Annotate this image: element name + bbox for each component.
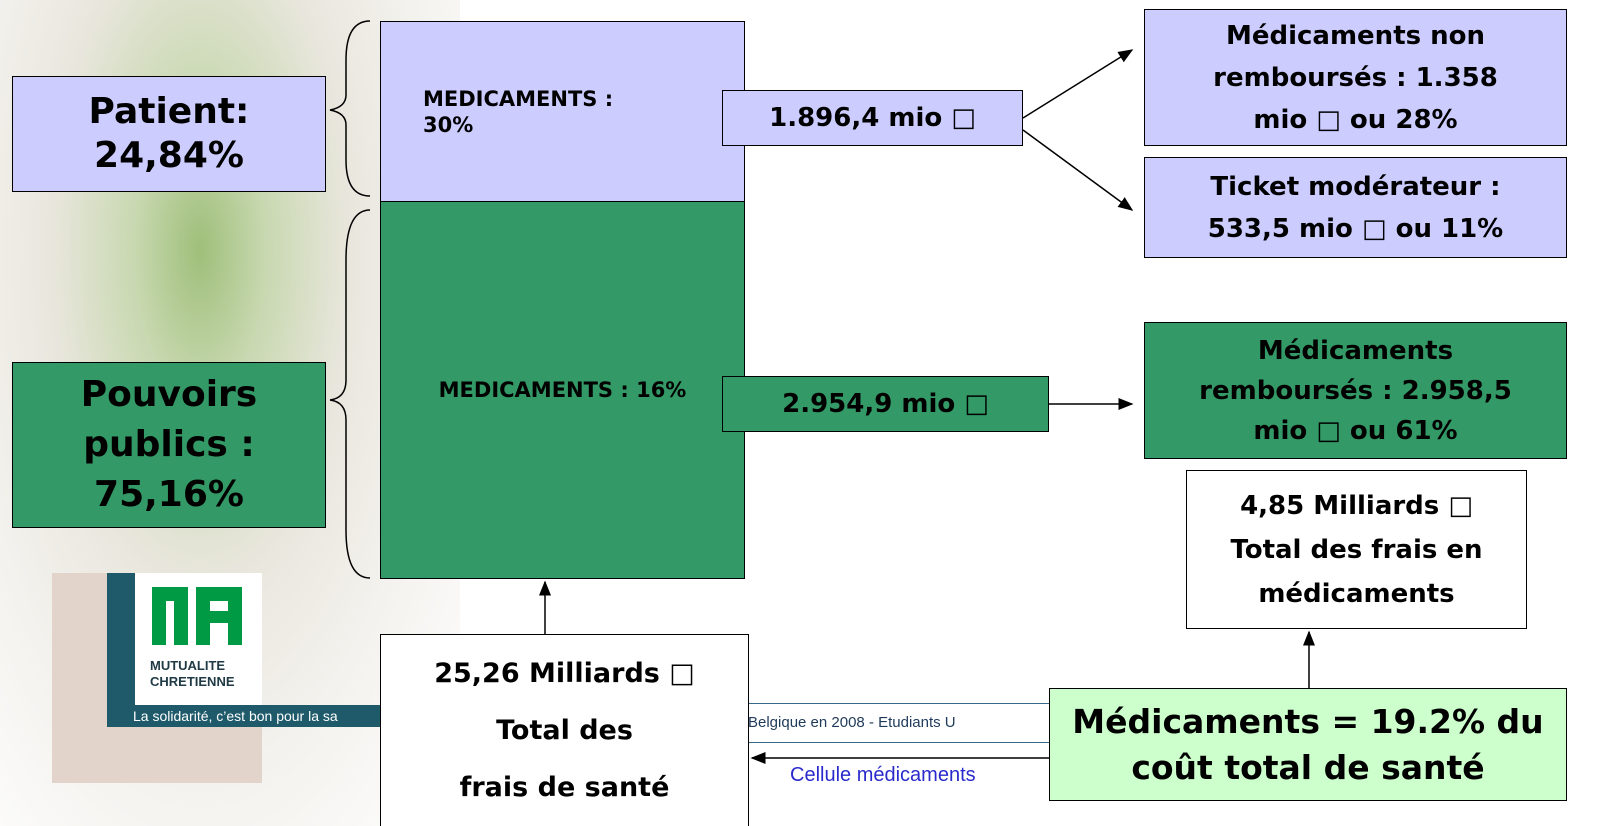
arrow (1022, 49, 1134, 119)
footer-band: Belgique en 2008 - Etudiants U (748, 703, 1049, 743)
text-line: Total des (496, 715, 633, 746)
logo-symbol (152, 587, 242, 645)
text-line: CHRETIENNE (150, 674, 235, 689)
text-line: Pouvoirs (80, 374, 258, 415)
reimbursed-box: Médicaments remboursés : 2.958,5 mio □ ou … (1144, 322, 1567, 459)
total-health-box: 25,26 Milliards □ Total des frais de santé (380, 634, 749, 826)
text-line: 1.896,4 mio □ (769, 103, 976, 133)
text-line: mio □ ou 61% (1253, 415, 1458, 446)
text-line: coût total de santé (1131, 747, 1485, 787)
text-line: 2.954,9 mio □ (782, 389, 989, 419)
logo-name: MUTUALITE CHRETIENNE (150, 658, 235, 690)
text-line: 25,26 Milliards □ (434, 658, 695, 689)
ticket-box: Ticket modérateur : 533,5 mio □ ou 11% (1144, 157, 1567, 258)
text-line: MUTUALITE (150, 658, 226, 673)
brace-patient (329, 20, 371, 197)
text-line: Patient: (88, 91, 250, 132)
arrow (1022, 129, 1134, 211)
footer-cell: Cellule médicaments (790, 764, 976, 786)
text-line: remboursés : 1.358 (1213, 62, 1498, 93)
text-line: 24,84% (94, 135, 244, 176)
text-line: Médicaments non (1225, 20, 1486, 51)
share-box: Médicaments = 19.2% du coût total de sant… (1049, 688, 1567, 801)
text-line: médicaments (1258, 578, 1455, 609)
text-line: Médicaments = 19.2% du (1072, 701, 1544, 741)
text-line: 75,16% (94, 474, 244, 515)
amount-public-box: 2.954,9 mio □ (722, 376, 1049, 432)
text-line: MEDICAMENTS : (423, 86, 614, 111)
total-medicines-box: 4,85 Milliards □ Total des frais en médica… (1186, 470, 1527, 629)
logo-bar (107, 573, 135, 727)
non-reimbursed-box: Médicaments non remboursés : 1.358 mio □ o… (1144, 9, 1567, 146)
text-line: Médicaments (1257, 335, 1454, 366)
brace-public (329, 209, 371, 579)
text-line: 4,85 Milliards □ (1240, 490, 1473, 521)
logo-slogan: La solidarité, c’est bon pour la sa (107, 705, 380, 727)
text-line: Ticket modérateur : (1210, 171, 1501, 202)
text-line: 30% (423, 112, 474, 137)
text-line: 533,5 mio □ ou 11% (1207, 213, 1504, 244)
text-line: Total des frais en (1230, 534, 1483, 565)
text-line: MEDICAMENTS : 16% (438, 378, 687, 402)
amount-patient-box: 1.896,4 mio □ (722, 90, 1023, 146)
text-line: publics : (83, 424, 255, 465)
medicaments-public-box: MEDICAMENTS : 16% (380, 201, 745, 579)
patient-box: Patient: 24,84% (12, 76, 326, 192)
public-box: Pouvoirs publics : 75,16% (12, 362, 326, 528)
text-line: mio □ ou 28% (1253, 104, 1458, 135)
text-line: frais de santé (459, 772, 670, 803)
text-line: remboursés : 2.958,5 (1199, 375, 1512, 406)
